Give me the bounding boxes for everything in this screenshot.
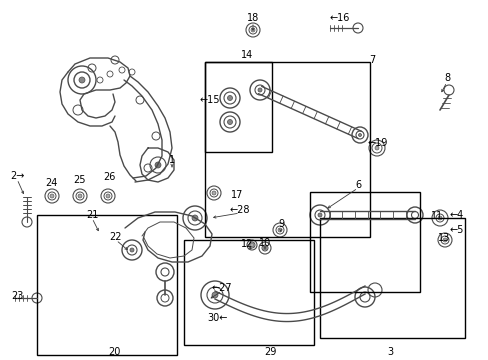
- Text: 24: 24: [45, 178, 57, 188]
- Text: 29: 29: [263, 347, 276, 357]
- Text: 8: 8: [443, 73, 449, 83]
- Circle shape: [278, 228, 282, 232]
- Bar: [204, 62, 271, 152]
- Circle shape: [50, 194, 54, 198]
- Circle shape: [79, 77, 85, 83]
- Circle shape: [250, 28, 254, 32]
- Bar: [183, 240, 313, 345]
- Circle shape: [249, 243, 253, 247]
- Text: 11: 11: [430, 211, 442, 221]
- Circle shape: [442, 238, 446, 242]
- Circle shape: [212, 191, 216, 195]
- Text: ←15: ←15: [199, 95, 220, 105]
- Text: 9: 9: [277, 219, 284, 229]
- Bar: [309, 192, 419, 292]
- Text: ←16: ←16: [329, 13, 349, 23]
- Text: 1: 1: [168, 155, 175, 165]
- Text: 13: 13: [437, 233, 449, 243]
- Text: 26: 26: [102, 172, 115, 182]
- Text: 7: 7: [368, 55, 374, 65]
- Text: 18: 18: [246, 13, 259, 23]
- Circle shape: [437, 216, 441, 220]
- Circle shape: [192, 215, 198, 221]
- Circle shape: [212, 292, 218, 298]
- Circle shape: [358, 134, 361, 136]
- Circle shape: [263, 246, 266, 250]
- Text: 14: 14: [241, 50, 253, 60]
- Text: 12: 12: [240, 239, 253, 249]
- Bar: [319, 218, 464, 338]
- Circle shape: [258, 88, 262, 92]
- Text: ←28: ←28: [229, 205, 250, 215]
- Circle shape: [155, 162, 161, 168]
- Text: 6: 6: [354, 180, 360, 190]
- Text: ←5: ←5: [449, 225, 463, 235]
- Text: ←27: ←27: [211, 283, 232, 293]
- Circle shape: [317, 213, 321, 217]
- Text: 20: 20: [107, 347, 120, 357]
- Text: 17: 17: [230, 190, 243, 200]
- Circle shape: [78, 194, 82, 198]
- Text: 3: 3: [386, 347, 392, 357]
- Text: ←4: ←4: [449, 210, 463, 220]
- Circle shape: [227, 120, 232, 125]
- Text: 22: 22: [109, 232, 122, 242]
- Text: 25: 25: [74, 175, 86, 185]
- Bar: [37, 215, 177, 355]
- Circle shape: [227, 95, 232, 100]
- Text: 30←: 30←: [207, 313, 228, 323]
- Circle shape: [106, 194, 110, 198]
- Bar: [204, 62, 369, 237]
- Circle shape: [130, 248, 134, 252]
- Text: 21: 21: [85, 210, 98, 220]
- Text: 10: 10: [258, 238, 270, 248]
- Text: 23: 23: [11, 291, 23, 301]
- Circle shape: [374, 146, 378, 150]
- Text: 2→: 2→: [10, 171, 24, 181]
- Text: ←19: ←19: [367, 138, 387, 148]
